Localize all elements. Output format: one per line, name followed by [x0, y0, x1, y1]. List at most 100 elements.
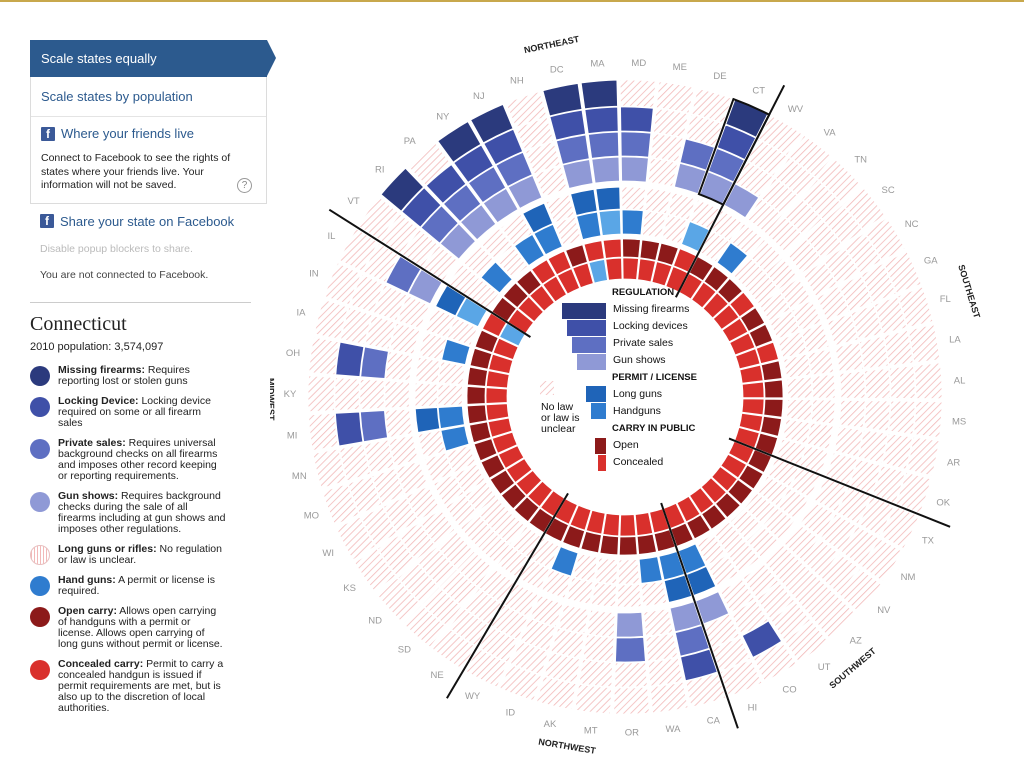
cell-gunshows[interactable] — [408, 269, 443, 305]
cell-private[interactable] — [850, 304, 883, 340]
cell-missing[interactable] — [842, 186, 886, 231]
cell-concealed[interactable] — [712, 304, 740, 330]
cell-locking[interactable] — [453, 144, 494, 183]
cell-locking[interactable] — [340, 307, 373, 345]
state-label[interactable]: NM — [901, 572, 916, 583]
state-label[interactable]: MN — [292, 471, 307, 482]
cell-open[interactable] — [688, 256, 714, 282]
cell-locking[interactable] — [425, 164, 467, 204]
cell-locking[interactable] — [823, 204, 864, 245]
cell-handguns[interactable] — [554, 216, 582, 247]
cell-gunshows[interactable] — [695, 591, 730, 625]
cell-concealed[interactable] — [729, 332, 756, 356]
cell-handguns[interactable] — [514, 234, 545, 266]
cell-private[interactable] — [760, 177, 799, 216]
cell-open[interactable] — [513, 496, 540, 523]
state-wedge-ne[interactable] — [432, 490, 565, 670]
cell-private[interactable] — [420, 205, 459, 244]
cell-open[interactable] — [562, 525, 586, 549]
cell-open[interactable] — [547, 250, 572, 276]
state-wedge-ma[interactable] — [580, 79, 623, 281]
cell-handguns[interactable] — [441, 338, 471, 366]
state-wedge-ga[interactable] — [729, 250, 922, 356]
cell-open[interactable] — [701, 504, 727, 530]
cell-gunshows[interactable] — [456, 550, 493, 587]
cell-concealed[interactable] — [527, 480, 554, 508]
state-label[interactable]: NY — [436, 111, 450, 122]
cell-handguns[interactable] — [777, 331, 808, 359]
cell-locking[interactable] — [614, 661, 648, 688]
state-label[interactable]: WY — [465, 691, 481, 702]
state-wedge-nc[interactable] — [721, 217, 906, 343]
cell-open[interactable] — [618, 536, 638, 556]
cell-longguns[interactable] — [418, 331, 447, 361]
cell-handguns[interactable] — [572, 553, 598, 582]
cell-private[interactable] — [371, 468, 406, 505]
cell-locking[interactable] — [349, 273, 385, 313]
state-wedge-mo[interactable] — [321, 431, 518, 526]
state-wedge-mt[interactable] — [574, 513, 620, 715]
state-wedge-in[interactable] — [323, 262, 519, 360]
cell-gunshows[interactable] — [833, 426, 864, 458]
cell-longguns[interactable] — [417, 430, 446, 459]
cell-missing[interactable] — [913, 401, 943, 438]
cell-concealed[interactable] — [569, 504, 592, 531]
state-label[interactable]: NC — [905, 219, 919, 230]
state-label[interactable]: WA — [666, 724, 682, 735]
cell-concealed[interactable] — [605, 257, 623, 281]
cell-missing[interactable] — [335, 516, 376, 561]
cell-gunshows[interactable] — [389, 322, 421, 355]
state-wedge-va[interactable] — [691, 134, 834, 309]
cell-gunshows[interactable] — [395, 460, 428, 495]
cell-private[interactable] — [401, 229, 439, 268]
cell-gunshows[interactable] — [814, 477, 848, 513]
cell-gunshows[interactable] — [838, 399, 866, 429]
cell-private[interactable] — [756, 581, 795, 620]
cell-open[interactable] — [636, 533, 657, 555]
cell-missing[interactable] — [470, 103, 514, 144]
cell-longguns[interactable] — [730, 223, 763, 256]
cell-handguns[interactable] — [786, 376, 813, 399]
cell-gunshows[interactable] — [783, 523, 820, 561]
cell-private[interactable] — [555, 134, 590, 165]
state-label[interactable]: MS — [952, 417, 966, 428]
cell-locking[interactable] — [549, 109, 586, 141]
cell-private[interactable] — [863, 400, 891, 432]
cell-private[interactable] — [823, 246, 860, 285]
cell-longguns[interactable] — [779, 277, 812, 310]
cell-private[interactable] — [848, 458, 882, 495]
state-label[interactable]: CO — [782, 684, 796, 695]
cell-missing[interactable] — [649, 681, 689, 714]
state-wedge-nv[interactable] — [711, 466, 882, 613]
cell-locking[interactable] — [421, 586, 462, 627]
cell-private[interactable] — [439, 568, 478, 607]
cell-longguns[interactable] — [789, 467, 821, 498]
cell-longguns[interactable] — [806, 422, 834, 450]
cell-open[interactable] — [467, 366, 488, 387]
state-wedge-hi[interactable] — [663, 502, 763, 698]
cell-locking[interactable] — [858, 496, 895, 537]
cell-longguns[interactable] — [566, 577, 594, 605]
cell-locking[interactable] — [888, 400, 916, 435]
cell-open[interactable] — [763, 379, 784, 399]
cell-private[interactable] — [645, 632, 679, 662]
cell-private[interactable] — [784, 197, 823, 237]
cell-longguns[interactable] — [591, 582, 617, 608]
cell-concealed[interactable] — [651, 261, 673, 287]
state-label[interactable]: SC — [881, 185, 894, 196]
state-wedge-wa[interactable] — [634, 512, 689, 714]
cell-missing[interactable] — [499, 663, 542, 702]
cell-handguns[interactable] — [437, 384, 463, 407]
cell-missing[interactable] — [321, 483, 360, 526]
cell-locking[interactable] — [746, 138, 787, 177]
cell-missing[interactable] — [323, 262, 362, 305]
cell-locking[interactable] — [716, 124, 757, 161]
cell-open[interactable] — [599, 534, 619, 556]
cell-concealed[interactable] — [497, 445, 525, 469]
cell-locking[interactable] — [741, 620, 782, 658]
state-wedge-ut[interactable] — [689, 487, 829, 663]
state-wedge-ri[interactable] — [380, 167, 544, 323]
cell-missing[interactable] — [574, 683, 612, 715]
cell-private[interactable] — [524, 141, 561, 175]
state-label[interactable]: KY — [284, 389, 297, 400]
